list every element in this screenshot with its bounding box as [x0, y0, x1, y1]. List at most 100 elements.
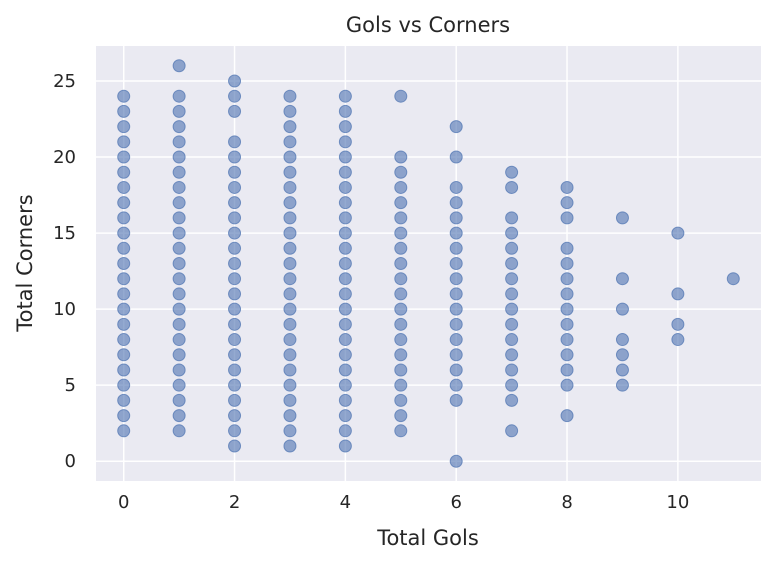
data-point [338, 424, 352, 438]
data-point [117, 196, 131, 210]
data-point [338, 287, 352, 301]
data-point [338, 257, 352, 270]
data-point [172, 333, 186, 347]
data-point [615, 302, 629, 316]
data-point [172, 409, 186, 423]
data-point [338, 363, 352, 377]
data-point [283, 120, 297, 134]
data-point [394, 393, 408, 407]
data-point [172, 196, 186, 210]
data-point [117, 317, 131, 331]
data-point [283, 317, 297, 331]
data-point [228, 302, 242, 316]
data-point [449, 180, 463, 194]
data-point [117, 135, 131, 149]
data-point [449, 454, 463, 468]
chart-title: Gols vs Corners [346, 13, 510, 37]
data-point [615, 348, 629, 362]
data-point [228, 333, 242, 347]
data-point [228, 211, 242, 225]
data-point [228, 74, 242, 88]
x-tick-label: 8 [561, 492, 572, 513]
x-axis-label: Total Gols [376, 526, 479, 550]
data-point [615, 378, 629, 392]
data-point [560, 409, 574, 423]
y-tick-label: 25 [53, 71, 76, 92]
data-point [505, 424, 519, 438]
data-point [671, 226, 685, 240]
data-point [283, 378, 297, 392]
data-point [394, 348, 408, 362]
data-point [560, 378, 574, 392]
data-point [172, 165, 186, 179]
data-point [172, 302, 186, 316]
data-point [228, 272, 242, 286]
data-point [172, 393, 186, 407]
data-point [228, 317, 242, 331]
x-tick-label: 4 [340, 492, 351, 513]
data-point [228, 378, 242, 392]
data-point [117, 363, 131, 377]
y-tick-label: 5 [65, 375, 76, 396]
data-point [338, 333, 352, 347]
data-point [283, 165, 297, 179]
data-point [172, 226, 186, 240]
data-point [117, 211, 131, 225]
data-point [394, 180, 408, 194]
data-point [283, 180, 297, 194]
data-point [117, 272, 131, 286]
data-point [228, 424, 242, 438]
data-point [338, 393, 352, 407]
data-point [505, 317, 519, 331]
data-point [505, 287, 519, 301]
data-point [449, 363, 463, 377]
data-point [338, 165, 352, 179]
data-point [505, 226, 519, 240]
data-point [338, 135, 352, 149]
data-point [449, 211, 463, 225]
data-point [560, 333, 574, 347]
data-point [338, 120, 352, 134]
data-point [449, 317, 463, 331]
data-point [172, 89, 186, 103]
data-point [338, 439, 352, 453]
data-point [117, 287, 131, 301]
data-point [228, 409, 242, 423]
data-point [228, 363, 242, 377]
data-point [283, 272, 297, 286]
data-point [449, 348, 463, 362]
data-point [228, 393, 242, 407]
data-point [283, 241, 297, 255]
data-point [394, 378, 408, 392]
data-points [117, 59, 740, 468]
data-point [283, 287, 297, 301]
data-point [172, 150, 186, 164]
data-point [449, 272, 463, 286]
data-point [117, 89, 131, 103]
data-point [338, 302, 352, 316]
data-point [228, 348, 242, 362]
data-point [283, 257, 297, 270]
data-point [117, 226, 131, 240]
data-point [172, 287, 186, 301]
data-point [560, 180, 574, 194]
data-point [117, 333, 131, 347]
data-point [338, 241, 352, 255]
data-point [172, 180, 186, 194]
data-point [228, 287, 242, 301]
data-point [394, 241, 408, 255]
data-point [505, 241, 519, 255]
data-point [228, 257, 242, 270]
data-point [449, 226, 463, 240]
data-point [726, 272, 740, 286]
data-point [228, 165, 242, 179]
data-point [338, 226, 352, 240]
data-point [283, 104, 297, 118]
data-point [449, 120, 463, 134]
data-point [283, 89, 297, 103]
data-point [283, 363, 297, 377]
data-point [394, 302, 408, 316]
data-point [283, 211, 297, 225]
data-point [505, 348, 519, 362]
